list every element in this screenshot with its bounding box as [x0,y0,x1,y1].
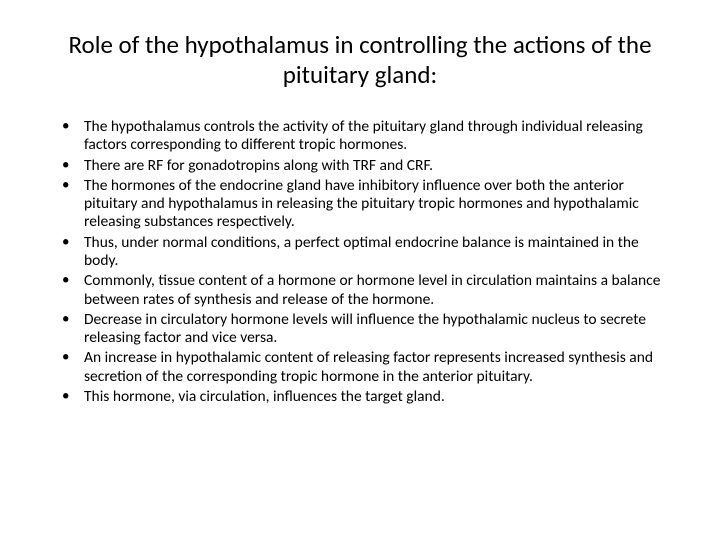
list-item: An increase in hypothalamic content of r… [84,349,670,386]
list-item: There are RF for gonadotropins along wit… [84,157,670,175]
slide-title: Role of the hypothalamus in controlling … [50,30,670,90]
list-item: Thus, under normal conditions, a perfect… [84,234,670,271]
list-item: This hormone, via circulation, influence… [84,388,670,406]
list-item: Commonly, tissue content of a hormone or… [84,272,670,309]
list-item: The hormones of the endocrine gland have… [84,177,670,232]
bullet-list: The hypothalamus controls the activity o… [50,118,670,406]
list-item: Decrease in circulatory hormone levels w… [84,311,670,348]
list-item: The hypothalamus controls the activity o… [84,118,670,155]
slide: Role of the hypothalamus in controlling … [0,0,720,540]
